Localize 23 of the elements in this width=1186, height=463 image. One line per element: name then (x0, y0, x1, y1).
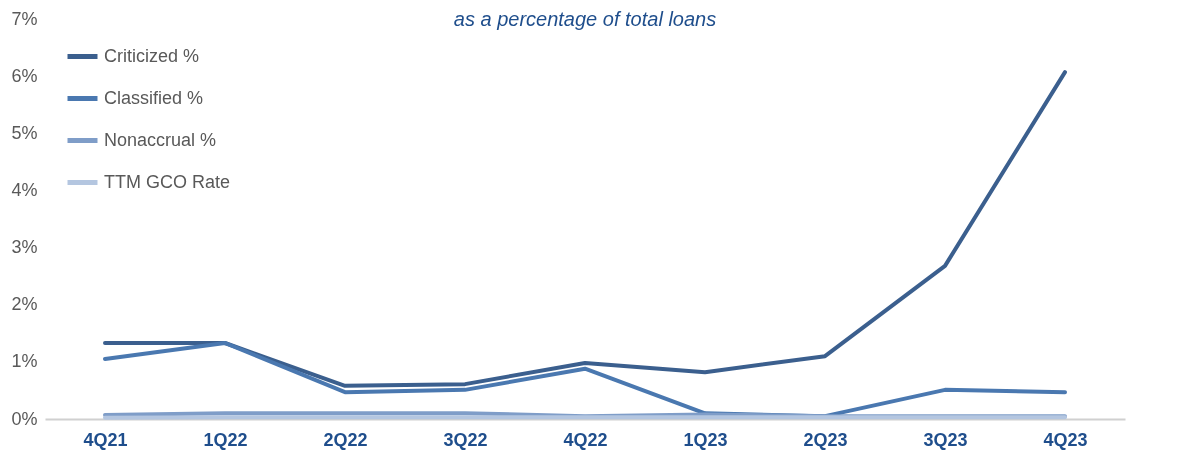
x-tick-label: 3Q22 (443, 429, 488, 450)
y-tick-label: 4% (11, 179, 38, 200)
x-tick-label: 4Q23 (1043, 429, 1088, 450)
x-tick-label: 2Q23 (803, 429, 848, 450)
x-tick-label: 4Q21 (83, 429, 128, 450)
legend-label: Classified % (104, 87, 204, 108)
x-tick-label: 3Q23 (923, 429, 968, 450)
y-tick-label: 7% (11, 8, 38, 29)
x-tick-label: 4Q22 (563, 429, 608, 450)
y-tick-label: 6% (11, 65, 38, 86)
x-tick-label: 1Q23 (683, 429, 728, 450)
x-tick-label: 2Q22 (323, 429, 368, 450)
legend-label: Nonaccrual % (104, 129, 217, 150)
y-tick-label: 3% (11, 237, 38, 258)
legend-label: TTM GCO Rate (104, 171, 231, 192)
y-tick-label: 5% (11, 122, 38, 143)
chart-title: as a percentage of total loans (453, 8, 717, 30)
y-tick-label: 1% (11, 351, 38, 372)
y-tick-label: 0% (11, 408, 38, 429)
legend-label: Criticized % (104, 45, 200, 66)
y-tick-label: 2% (11, 294, 38, 315)
line-series (103, 70, 1067, 388)
x-tick-label: 1Q22 (203, 429, 248, 450)
